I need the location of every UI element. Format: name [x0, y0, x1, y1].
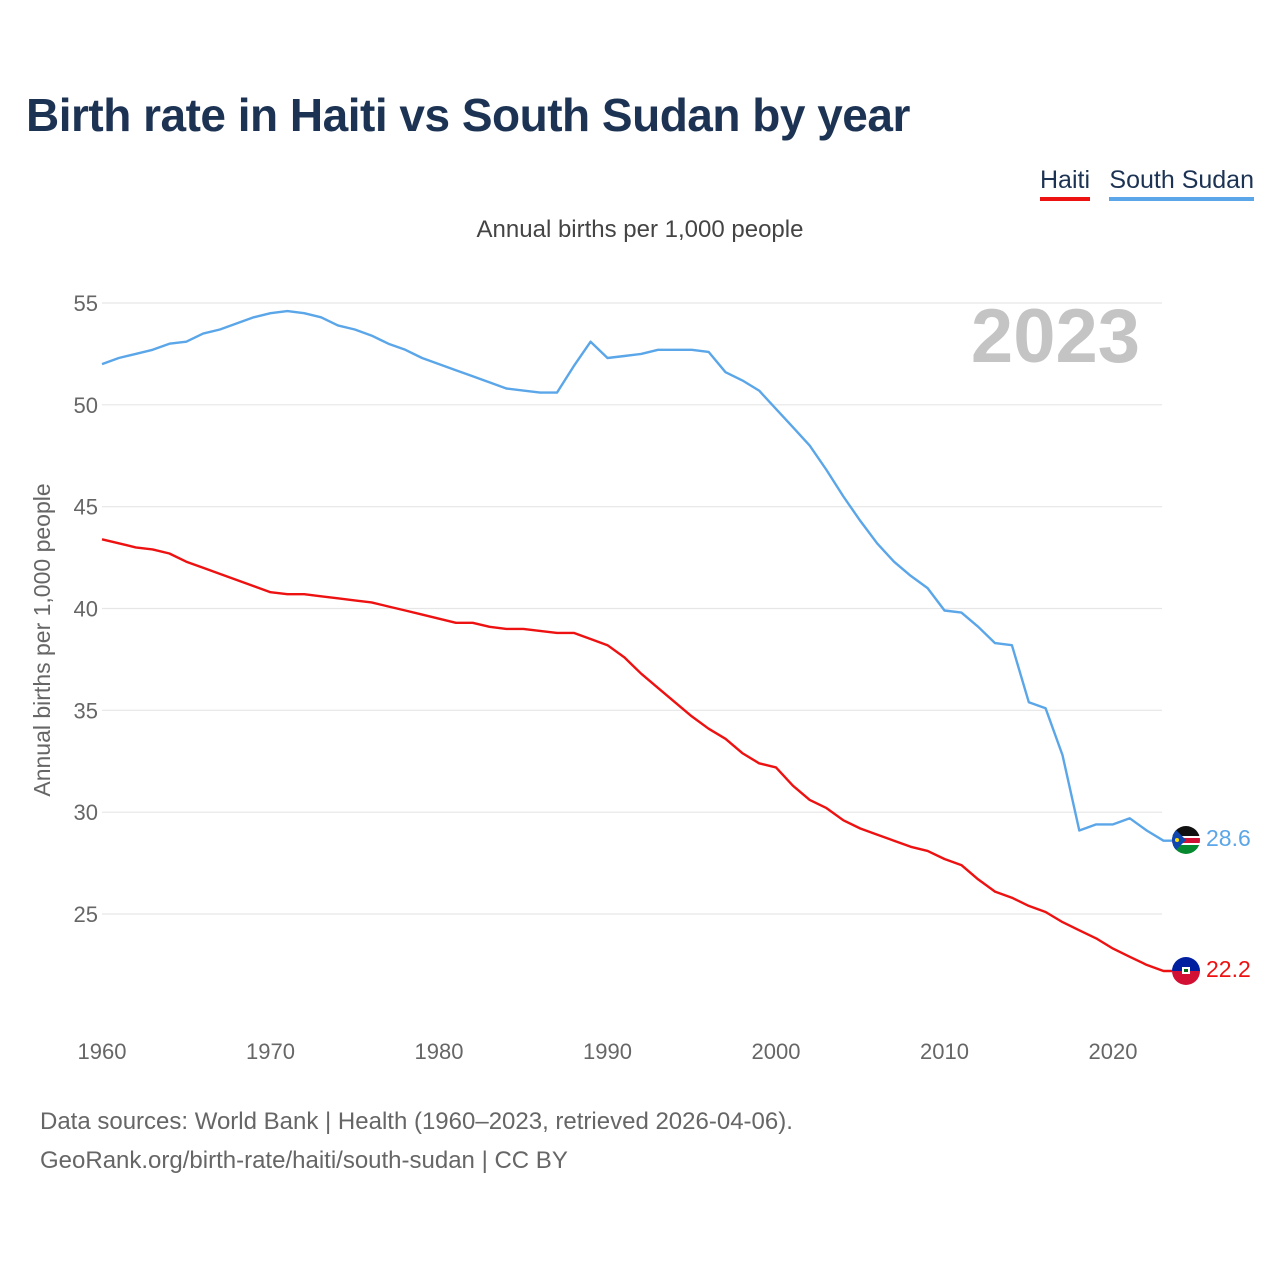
end-value-south-sudan: 28.6	[1206, 825, 1251, 851]
y-tick-label: 45	[74, 495, 98, 520]
y-tick-label: 50	[74, 393, 98, 418]
x-tick-label: 1990	[583, 1039, 632, 1064]
y-tick-label: 55	[74, 291, 98, 316]
legend-item-haiti[interactable]: Haiti	[1039, 166, 1090, 201]
x-tick-label: 1970	[246, 1039, 295, 1064]
y-tick-label: 35	[74, 698, 98, 723]
chart-title: Birth rate in Haiti vs South Sudan by ye…	[26, 89, 910, 141]
source-text: Data sources: World Bank | Health (1960–…	[40, 1108, 793, 1135]
south-sudan-flag-icon	[1172, 826, 1200, 854]
x-tick-label: 2000	[752, 1039, 801, 1064]
y-tick-label: 30	[74, 800, 98, 825]
chart-subtitle: Annual births per 1,000 people	[476, 216, 804, 243]
series-lines	[101, 309, 1172, 973]
y-tick-label: 25	[74, 902, 98, 927]
haiti-flag-icon	[1172, 957, 1200, 985]
x-tick-label: 1960	[78, 1039, 127, 1064]
end-value-haiti: 22.2	[1206, 956, 1251, 982]
y-tick-label: 40	[74, 597, 98, 622]
gridlines	[102, 302, 1162, 915]
y-axis-ticks: 25 30 35 40 45 50 55	[74, 291, 98, 927]
y-axis-label: Annual births per 1,000 people	[29, 483, 55, 796]
source-link[interactable]: GeoRank.org/birth-rate/haiti/south-sudan…	[40, 1147, 568, 1174]
series-line-haiti[interactable]	[101, 538, 1172, 973]
x-tick-label: 2010	[920, 1039, 969, 1064]
x-tick-label: 2020	[1089, 1039, 1138, 1064]
legend-item-south-sudan[interactable]: South Sudan	[1109, 166, 1254, 201]
x-axis-ticks: 1960 1970 1980 1990 2000 2010 2020	[78, 1039, 1138, 1064]
series-line-south-sudan[interactable]	[101, 309, 1172, 842]
year-watermark: 2023	[971, 294, 1140, 379]
x-tick-label: 1980	[415, 1039, 464, 1064]
